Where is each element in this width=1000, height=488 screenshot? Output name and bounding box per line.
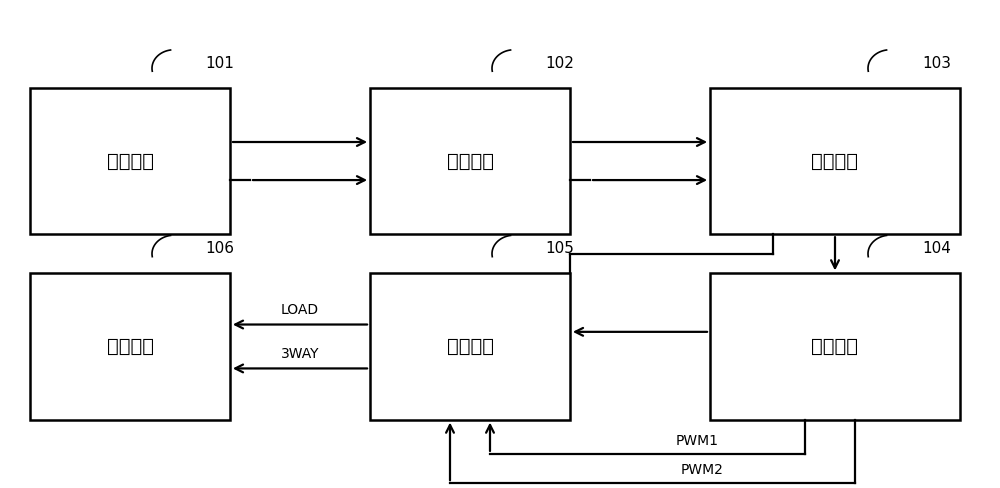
Bar — [710, 273, 960, 420]
Bar — [30, 88, 230, 234]
Bar — [30, 273, 230, 420]
Text: 102: 102 — [545, 56, 574, 71]
Text: 106: 106 — [205, 241, 234, 256]
Text: 开关电路: 开关电路 — [446, 337, 494, 356]
Text: 单火电源: 单火电源 — [106, 152, 154, 170]
Bar — [370, 88, 570, 234]
Text: 105: 105 — [545, 241, 574, 256]
Text: 变压电路: 变压电路 — [812, 152, 858, 170]
Text: 104: 104 — [922, 241, 951, 256]
Text: PWM2: PWM2 — [681, 463, 724, 477]
Text: 101: 101 — [205, 56, 234, 71]
Text: 整流电路: 整流电路 — [446, 152, 494, 170]
Text: LOAD: LOAD — [281, 303, 319, 317]
Text: 负载灯具: 负载灯具 — [106, 337, 154, 356]
Text: PWM1: PWM1 — [676, 434, 719, 448]
Text: 103: 103 — [922, 56, 952, 71]
Text: 控制电路: 控制电路 — [812, 337, 858, 356]
Text: 3WAY: 3WAY — [281, 347, 319, 361]
Bar — [710, 88, 960, 234]
Bar — [370, 273, 570, 420]
